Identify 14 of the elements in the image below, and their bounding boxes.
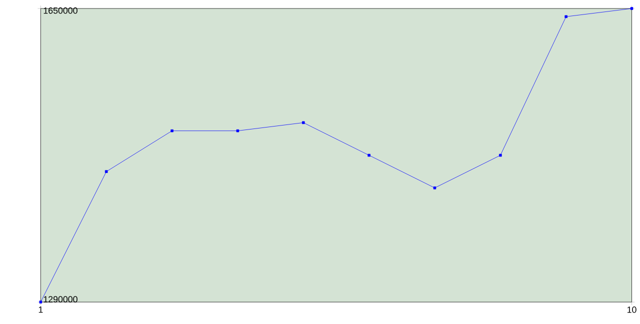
point [368,154,370,157]
point [236,129,240,132]
y-tick-label: 1650000 [44,7,78,14]
point [170,129,174,132]
y-tick-label: 1290000 [44,296,78,302]
point [433,186,436,190]
point [104,170,108,174]
x-tick-label: 10 [627,306,636,313]
x-tick-label: 1 [38,306,43,313]
point [39,300,42,304]
point [564,15,568,18]
point [499,154,502,157]
point [630,7,634,10]
point [302,121,305,124]
